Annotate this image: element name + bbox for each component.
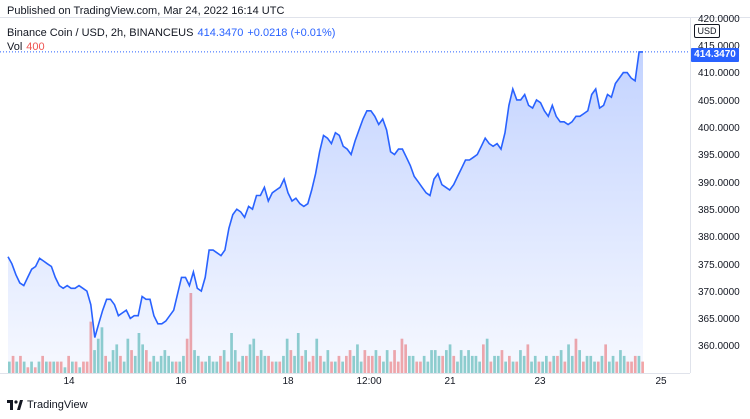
price-tick-label: 365.0000 (698, 314, 740, 326)
price-axis[interactable] (690, 17, 750, 373)
legend-change: +0.0218 (+0.01%) (247, 27, 336, 39)
price-tick-label: 420.0000 (698, 13, 740, 25)
time-tick-label: 14 (63, 376, 75, 387)
time-tick-label: 12:00 (356, 376, 382, 387)
price-tick-label: 400.0000 (698, 122, 740, 134)
price-tick-label: 395.0000 (698, 150, 740, 162)
chart-pane[interactable] (0, 17, 690, 374)
price-tick-label: 360.0000 (698, 341, 740, 353)
time-tick-label: 21 (444, 376, 456, 387)
currency-label[interactable]: USD (694, 24, 720, 38)
footer-brand[interactable]: TradingView (7, 399, 88, 411)
price-tick-label: 410.0000 (698, 68, 740, 80)
published-caption: Published on TradingView.com, Mar 24, 20… (7, 5, 285, 17)
chart-legend: Binance Coin / USD, 2h, BINANCEUS 414.347… (7, 26, 335, 54)
footer-brand-label: TradingView (27, 399, 88, 411)
price-tick-label: 370.0000 (698, 286, 740, 298)
price-tick-label: 390.0000 (698, 177, 740, 189)
last-price-badge: 414.3470 (691, 48, 739, 62)
symbol-label[interactable]: Binance Coin / USD, 2h, BINANCEUS (7, 27, 194, 39)
price-area-fill (8, 51, 643, 373)
time-tick-label: 25 (655, 376, 667, 387)
price-tick-label: 375.0000 (698, 259, 740, 271)
time-axis[interactable] (0, 372, 690, 392)
price-tick-label: 385.0000 (698, 204, 740, 216)
tradingview-logo-icon (7, 400, 23, 410)
legend-price: 414.3470 (197, 27, 244, 39)
price-tick-label: 405.0000 (698, 95, 740, 107)
price-chart[interactable] (0, 18, 690, 373)
price-line (7, 51, 643, 338)
price-tick-label: 380.0000 (698, 232, 740, 244)
time-tick-label: 23 (534, 376, 546, 387)
volume-label[interactable]: Vol (7, 41, 23, 53)
time-tick-label: 18 (282, 376, 294, 387)
price-tick-label: 415.0000 (698, 41, 740, 53)
volume-value: 400 (26, 41, 45, 53)
time-tick-label: 16 (175, 376, 187, 387)
